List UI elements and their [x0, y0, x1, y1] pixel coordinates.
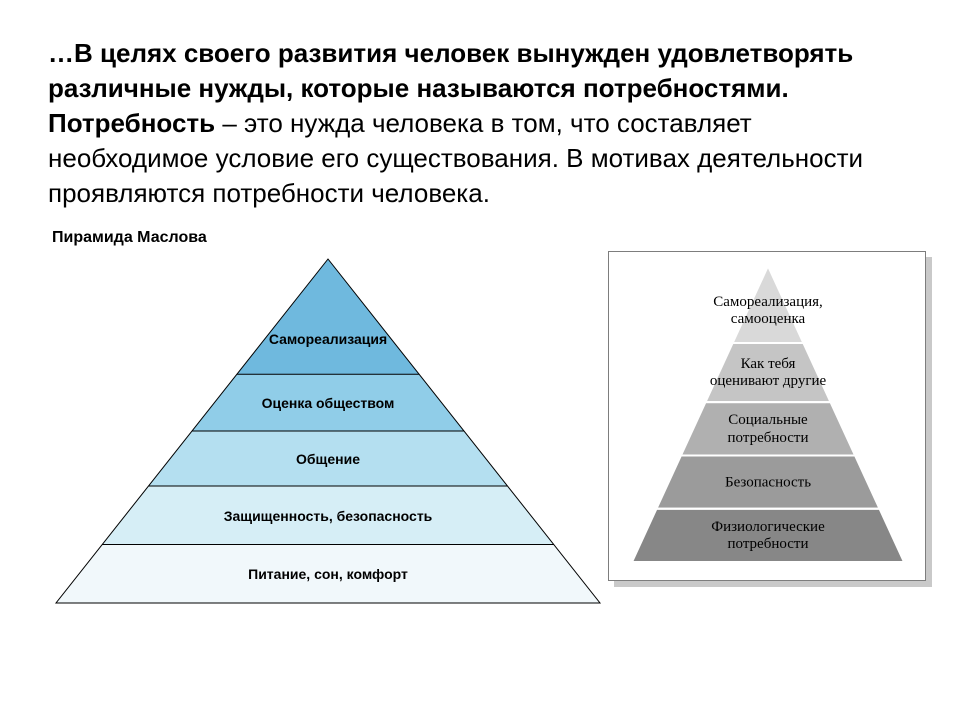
pyramid-level-label: Как тебяоценивают другие: [710, 356, 826, 391]
pyramid-level-label: Самореализация: [269, 331, 387, 347]
right-pyramid-column: Самореализация,самооценка Как тебяоценива…: [608, 251, 926, 581]
left-pyramid: Самореализация Оценка обществом Общение Защ…: [48, 251, 608, 611]
slide: …В целях своего развития человек вынужде…: [0, 0, 960, 720]
pyramid-level-label: Оценка обществом: [262, 395, 395, 411]
pyramid-level: [237, 259, 419, 374]
pyramid-level-label: Социальныепотребности: [728, 412, 809, 447]
pyramid-level-label: Защищенность, безопасность: [224, 508, 433, 524]
pyramid-level-label: Общение: [296, 451, 360, 467]
pyramid-level-label: Физиологическиепотребности: [711, 519, 825, 554]
pyramid-level-label: Безопасность: [725, 474, 811, 491]
left-pyramid-column: Пирамида Маслова Самореализация Оценка об…: [48, 229, 608, 611]
right-box: Самореализация,самооценка Как тебяоценива…: [608, 251, 926, 581]
intro-lead-bold: …В целях своего развития человек вынужде…: [48, 38, 853, 103]
diagrams-row: Пирамида Маслова Самореализация Оценка об…: [48, 229, 912, 611]
intro-term-bold: Потребность: [48, 108, 215, 138]
pyramid-level-label: Питание, сон, комфорт: [248, 566, 408, 582]
right-pyramid: Самореализация,самооценка Как тебяоценива…: [627, 262, 909, 568]
pyramid-level-label: Самореализация,самооценка: [713, 294, 823, 329]
left-pyramid-title: Пирамида Маслова: [48, 229, 608, 247]
intro-text-block: …В целях своего развития человек вынужде…: [48, 36, 912, 211]
